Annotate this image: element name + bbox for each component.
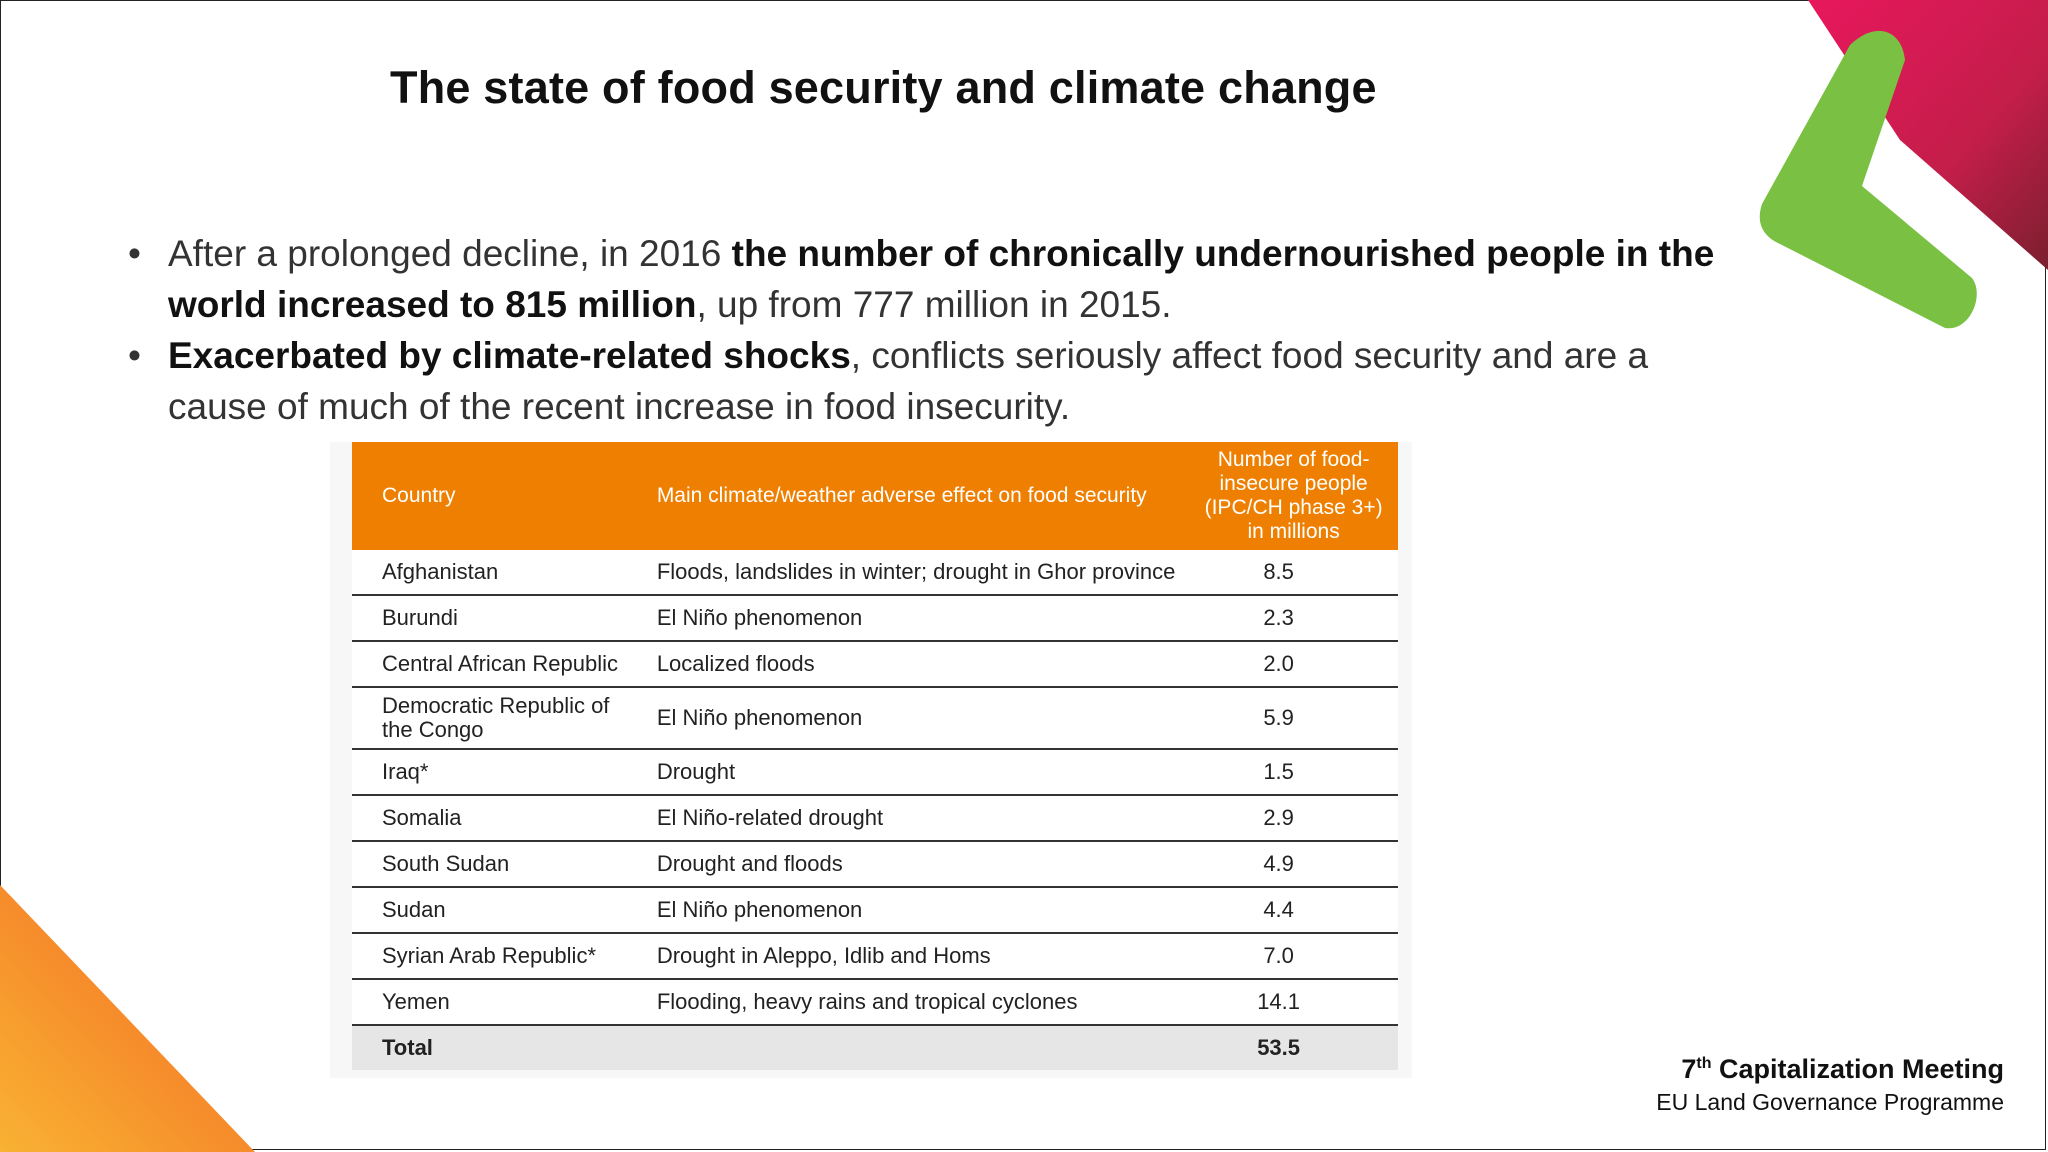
- total-empty-cell: [626, 1025, 1190, 1070]
- header-country: Country: [352, 442, 627, 550]
- footer: 7th Capitalization Meeting EU Land Gover…: [1656, 1046, 2004, 1117]
- cell-country: Somalia: [352, 795, 627, 842]
- table-row: Syrian Arab Republic* Drought in Aleppo,…: [352, 933, 1398, 980]
- table-header-row: Country Main climate/weather adverse eff…: [352, 442, 1398, 550]
- bullet-text-pre: After a prolonged decline, in 2016: [168, 233, 732, 274]
- table-row: Iraq* Drought 1.5: [352, 749, 1398, 796]
- table-row: Somalia El Niño-related drought 2.9: [352, 795, 1398, 842]
- table-row: Afghanistan Floods, landslides in winter…: [352, 550, 1398, 596]
- cell-value: 4.4: [1189, 887, 1398, 934]
- table-row: Burundi El Niño phenomenon 2.3: [352, 595, 1398, 642]
- bullet-text-post: , up from 777 million in 2015.: [696, 284, 1172, 325]
- cell-country: Central African Republic: [352, 641, 627, 688]
- header-effect: Main climate/weather adverse effect on f…: [626, 442, 1190, 550]
- table-total-row: Total 53.5: [352, 1025, 1398, 1070]
- footer-title-rest: Capitalization Meeting: [1711, 1054, 2004, 1084]
- cell-value: 5.9: [1189, 687, 1398, 750]
- food-insecurity-table: Country Main climate/weather adverse eff…: [352, 442, 1398, 1070]
- table-row: Democratic Republic of the Congo El Niño…: [352, 687, 1398, 750]
- table-row: Yemen Flooding, heavy rains and tropical…: [352, 979, 1398, 1026]
- bullet-text-strong: the number of chronically undernourished…: [168, 233, 1715, 325]
- table-row: South Sudan Drought and floods 4.9: [352, 841, 1398, 888]
- footer-title: 7th Capitalization Meeting: [1656, 1046, 2004, 1087]
- cell-effect: Floods, landslides in winter; drought in…: [626, 550, 1190, 596]
- footer-subtitle: EU Land Governance Programme: [1656, 1089, 2004, 1115]
- cell-country: Burundi: [352, 595, 627, 642]
- bullet-dot-icon: •: [128, 233, 141, 274]
- cell-value: 2.3: [1189, 595, 1398, 642]
- cell-effect: Flooding, heavy rains and tropical cyclo…: [626, 979, 1190, 1026]
- bullet-item: • After a prolonged decline, in 2016 the…: [128, 228, 1738, 330]
- cell-value: 14.1: [1189, 979, 1398, 1026]
- bullet-list: • After a prolonged decline, in 2016 the…: [128, 228, 1738, 432]
- cell-effect: Drought and floods: [626, 841, 1190, 888]
- cell-effect: Localized floods: [626, 641, 1190, 688]
- cell-value: 2.0: [1189, 641, 1398, 688]
- cell-country: Sudan: [352, 887, 627, 934]
- cell-effect: El Niño phenomenon: [626, 687, 1190, 750]
- cell-value: 4.9: [1189, 841, 1398, 888]
- footer-title-superscript: th: [1696, 1055, 1712, 1072]
- cell-country: Afghanistan: [352, 550, 627, 596]
- cell-country: Yemen: [352, 979, 627, 1026]
- cell-country: Syrian Arab Republic*: [352, 933, 627, 980]
- cell-effect: El Niño-related drought: [626, 795, 1190, 842]
- cell-country: South Sudan: [352, 841, 627, 888]
- cell-country: Iraq*: [352, 749, 627, 796]
- table-row: Sudan El Niño phenomenon 4.4: [352, 887, 1398, 934]
- bullet-text-strong: Exacerbated by climate-related shocks: [168, 335, 851, 376]
- green-arrow-shape: [1759, 30, 1977, 329]
- cell-value: 7.0: [1189, 933, 1398, 980]
- slide-title: The state of food security and climate c…: [390, 62, 1377, 113]
- cell-effect: Drought in Aleppo, Idlib and Homs: [626, 933, 1190, 980]
- cell-effect: Drought: [626, 749, 1190, 796]
- cell-value: 8.5: [1189, 550, 1398, 596]
- food-insecurity-table-image: Country Main climate/weather adverse eff…: [330, 442, 1412, 1078]
- total-value: 53.5: [1189, 1025, 1398, 1070]
- orange-corner-shape: [0, 885, 255, 1152]
- cell-effect: El Niño phenomenon: [626, 595, 1190, 642]
- header-number: Number of food-insecure people (IPC/CH p…: [1189, 442, 1398, 550]
- cell-value: 2.9: [1189, 795, 1398, 842]
- cell-value: 1.5: [1189, 749, 1398, 796]
- cell-effect: El Niño phenomenon: [626, 887, 1190, 934]
- bullet-item: • Exacerbated by climate-related shocks,…: [128, 330, 1738, 432]
- bullet-text-post: , conflicts seriously affect food securi…: [168, 335, 1649, 427]
- table-row: Central African Republic Localized flood…: [352, 641, 1398, 688]
- total-label: Total: [352, 1025, 627, 1070]
- bullet-dot-icon: •: [128, 335, 141, 376]
- cell-country: Democratic Republic of the Congo: [352, 687, 627, 750]
- footer-title-number: 7: [1681, 1054, 1697, 1084]
